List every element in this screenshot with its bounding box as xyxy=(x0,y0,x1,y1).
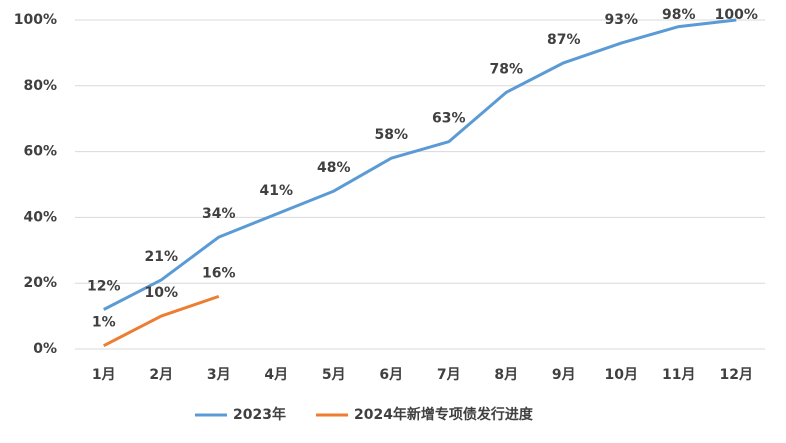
legend-label: 2024年新增专项债发行进度 xyxy=(354,406,534,423)
y-tick-label: 100% xyxy=(14,12,57,28)
series-line xyxy=(103,18,737,311)
data-label: 21% xyxy=(144,249,178,265)
data-label: 63% xyxy=(432,111,466,127)
x-tick-label: 10月 xyxy=(605,367,638,383)
x-tick-label: 7月 xyxy=(437,367,461,383)
data-label: 87% xyxy=(547,32,581,48)
x-tick-label: 11月 xyxy=(662,367,695,383)
data-label: 16% xyxy=(202,265,236,281)
x-tick-label: 3月 xyxy=(207,367,231,383)
x-tick-label: 8月 xyxy=(494,367,518,383)
y-tick-label: 80% xyxy=(23,78,57,94)
x-tick-label: 12月 xyxy=(720,367,753,383)
x-tick-label: 4月 xyxy=(264,367,288,383)
y-tick-label: 40% xyxy=(23,209,57,225)
data-label: 98% xyxy=(662,7,696,23)
x-tick-label: 9月 xyxy=(552,367,576,383)
data-label: 41% xyxy=(259,183,293,199)
y-tick-label: 20% xyxy=(23,275,57,291)
data-label: 10% xyxy=(144,285,178,301)
legend-label: 2023年 xyxy=(233,406,286,423)
data-label: 1% xyxy=(92,315,116,331)
x-tick-label: 1月 xyxy=(92,367,116,383)
series-line xyxy=(103,294,220,348)
data-label: 48% xyxy=(317,160,351,176)
data-label: 100% xyxy=(715,7,758,23)
data-label: 78% xyxy=(489,61,523,77)
data-label: 34% xyxy=(202,206,236,222)
x-tick-label: 5月 xyxy=(322,367,346,383)
data-label: 12% xyxy=(87,279,121,295)
x-tick-label: 2月 xyxy=(149,367,173,383)
x-tick-label: 6月 xyxy=(379,367,403,383)
y-tick-label: 0% xyxy=(33,341,57,357)
data-label: 93% xyxy=(604,12,638,28)
y-tick-label: 60% xyxy=(23,144,57,160)
data-label: 58% xyxy=(374,127,408,143)
